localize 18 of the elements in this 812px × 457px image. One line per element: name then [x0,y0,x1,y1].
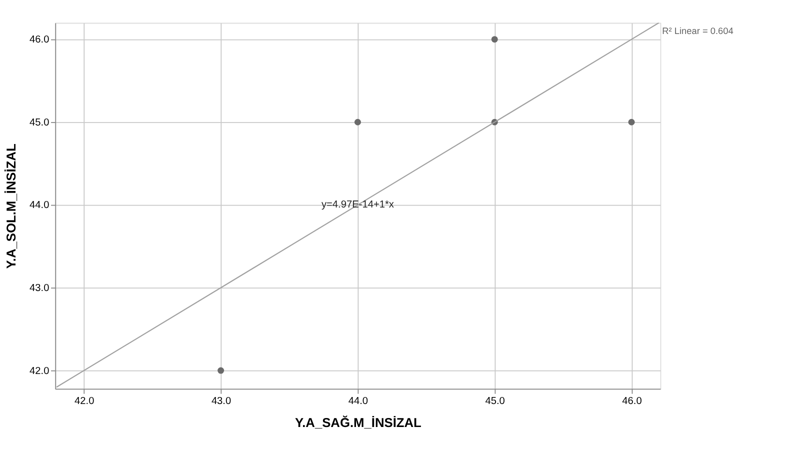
x-axis-title: Y.A_SAĞ.M_İNSİZAL [294,414,422,430]
text: R² Linear = 0.604 [662,26,734,36]
point [218,367,224,374]
point [491,36,498,43]
annotation: y=4.97E-14+1*x [321,200,394,211]
x-tick-label: 43.0 [211,396,232,407]
y-axis-title: Y.A_SOL.M_İNSİZAL [4,144,19,269]
x-tick-label: 44.0 [348,396,368,407]
y-tick-label: 45.0 [30,117,50,128]
y-tick-label: 44.0 [30,200,50,212]
point [354,118,361,126]
y-tick-label: 43.0 [30,282,50,294]
x-tick-label: 42.0 [74,396,95,407]
x-tick-label: 45.0 [485,396,506,407]
x-tick-label: 46.0 [622,396,642,407]
point [628,118,635,126]
y-tick-label: 46.0 [30,34,50,46]
y-tick-label: 42.0 [30,366,50,377]
